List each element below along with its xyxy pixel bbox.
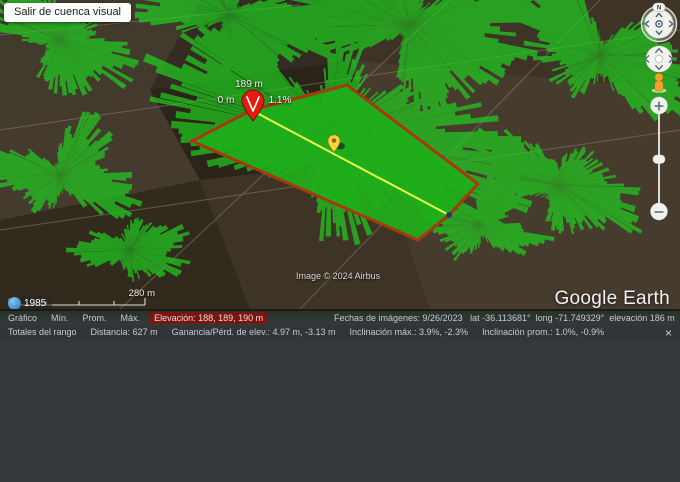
svg-text:0 m: 0 m [218, 95, 235, 106]
svg-text:1.1%: 1.1% [269, 95, 292, 106]
svg-text:N: N [657, 4, 662, 11]
svg-text:280 m: 280 m [129, 288, 155, 299]
svg-text:189 m: 189 m [235, 79, 263, 90]
